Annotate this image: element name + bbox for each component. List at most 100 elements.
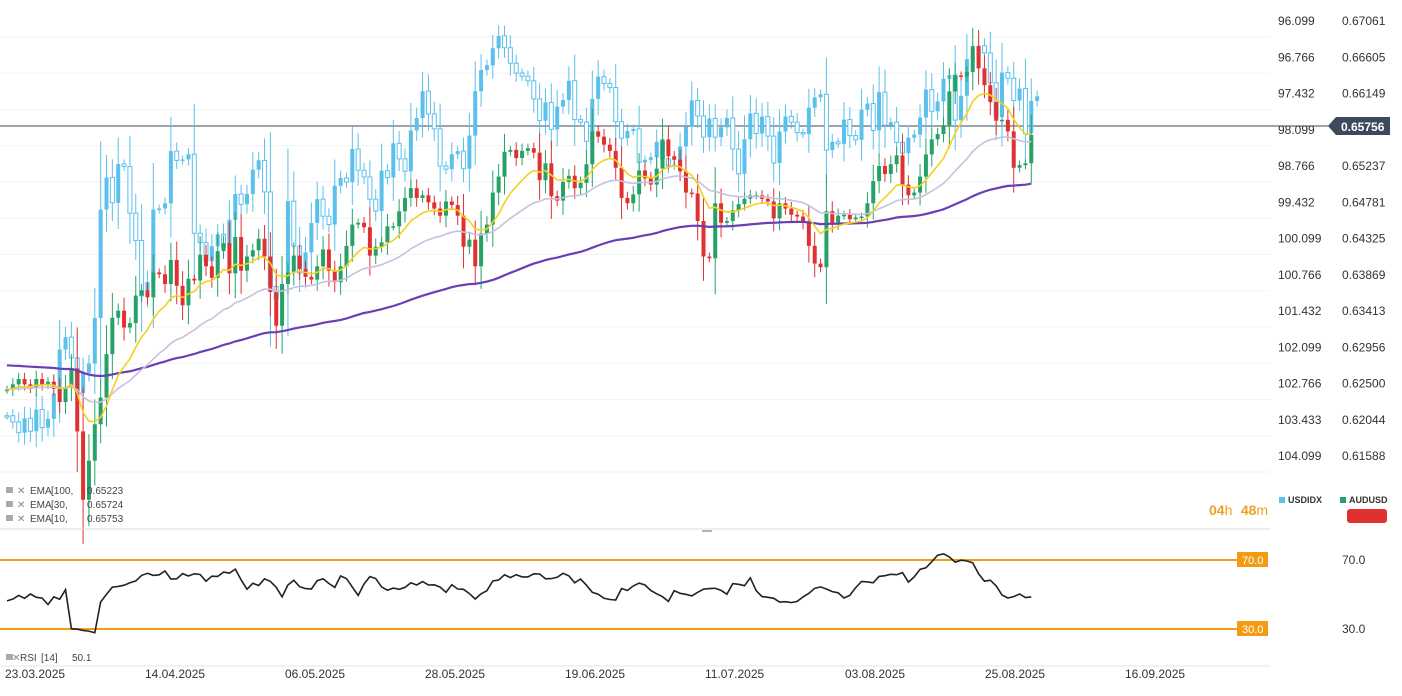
usdidx-candle-body	[449, 154, 454, 170]
audusd-candle-body	[309, 276, 314, 280]
audusd-candle-body	[63, 386, 68, 403]
menu-icon	[6, 487, 13, 493]
audusd-candle-body	[531, 148, 536, 153]
usdidx-candle-body	[104, 177, 109, 210]
audusd-candle-body	[168, 260, 173, 285]
usdidx-candle-body	[479, 69, 484, 92]
audusd-candle-body	[332, 270, 337, 283]
usdidx-candle-body	[338, 177, 343, 186]
usdidx-candle-body	[191, 153, 197, 234]
indicator-legend-name: EMA	[30, 514, 52, 525]
usdidx-candle-body	[507, 47, 513, 64]
usdidx-candle-body	[631, 128, 636, 131]
indicator-legend-row[interactable]: ✕ EMA [30, 0.65724	[6, 500, 124, 511]
indicator-legend-row[interactable]: ✕ EMA [10, 0.65753	[6, 514, 124, 525]
rsi-line	[6, 552, 1032, 634]
audusd-candle-body	[133, 295, 138, 324]
rsi-legend-value: 50.1	[72, 653, 92, 664]
usdidx-candle-body	[601, 76, 607, 84]
audusd-candle-body	[707, 256, 712, 259]
audusd-axis-tick: 0.65237	[1342, 159, 1386, 173]
audusd-candle-body	[894, 155, 899, 165]
usdidx-candle-body	[86, 363, 91, 373]
audusd-candle-body	[221, 243, 226, 252]
usdidx-candle-body	[437, 128, 443, 167]
audusd-candle-body	[918, 176, 923, 193]
audusd-axis-tick: 0.63869	[1342, 268, 1386, 282]
usdidx-axis-tick: 97.432	[1278, 87, 1315, 101]
audusd-candle-body	[678, 159, 683, 172]
usdidx-candle-body	[425, 90, 431, 115]
usdidx-axis-tick: 96.766	[1278, 50, 1315, 64]
audusd-candle-body	[57, 388, 62, 403]
audusd-candle-body	[853, 217, 858, 220]
usdidx-candle-body	[578, 119, 584, 123]
rsi-level-tag	[1237, 552, 1268, 567]
usdidx-candle-body	[748, 113, 753, 140]
audusd-candle-body	[362, 222, 367, 228]
audusd-candle-body	[736, 204, 741, 211]
usdidx-candle-body	[402, 158, 408, 172]
audusd-axis-tick: 0.67061	[1342, 14, 1386, 28]
usdidx-candle-body	[847, 119, 853, 137]
audusd-candle-body	[139, 290, 144, 296]
audusd-candle-body	[543, 163, 548, 181]
audusd-candle-body	[86, 460, 91, 500]
indicator-legend-params: [30,	[51, 500, 68, 511]
audusd-candle-body	[1017, 165, 1022, 168]
audusd-candle-body	[502, 151, 507, 177]
audusd-axis-tick: 0.62956	[1342, 340, 1386, 354]
audusd-candle-body	[432, 202, 437, 209]
usdidx-candle-body	[1017, 88, 1022, 101]
audusd-candle-body	[467, 239, 472, 247]
close-icon: ✕	[17, 514, 25, 525]
audusd-candle-body	[525, 148, 530, 151]
usdidx-candle-body	[127, 166, 133, 214]
usdidx-candle-body	[830, 141, 835, 151]
audusd-candle-body	[285, 272, 290, 285]
close-icon: ✕	[17, 486, 25, 497]
audusd-candle-body	[982, 68, 987, 86]
audusd-candle-body	[812, 245, 817, 264]
usdidx-axis-tick: 99.432	[1278, 195, 1315, 209]
usdidx-candle-body	[81, 372, 86, 393]
usdidx-candle-body	[350, 149, 355, 183]
audusd-candle-body	[110, 317, 115, 355]
usdidx-candle-body	[57, 349, 62, 394]
indicator-legend-value: 0.65724	[87, 500, 124, 511]
audusd-candle-body	[145, 290, 150, 298]
audusd-candle-body	[321, 249, 326, 267]
usdidx-candle-body	[818, 94, 823, 98]
indicator-legend-row[interactable]: ✕ EMA [100, 0.65223	[6, 486, 124, 497]
rsi-axis-tick: 70.0	[1342, 553, 1366, 567]
usdidx-candle-body	[163, 203, 168, 209]
usdidx-candle-body	[531, 80, 537, 100]
audusd-candle-body	[163, 274, 168, 285]
usdidx-candle-body	[613, 87, 619, 123]
usdidx-candle-body	[285, 201, 290, 284]
usdidx-candle-body	[823, 93, 829, 151]
audusd-candle-body	[192, 278, 197, 281]
date-tick: 11.07.2025	[705, 667, 764, 681]
audusd-candle-body	[520, 150, 525, 158]
audusd-candle-body	[642, 170, 647, 179]
audusd-candle-body	[268, 256, 273, 293]
usdidx-candle-body	[109, 176, 115, 204]
audusd-candle-body	[40, 378, 45, 385]
audusd-candle-body	[151, 272, 156, 298]
usdidx-candle-body	[719, 127, 724, 138]
usdidx-candle-body	[941, 78, 946, 102]
rsi-legend[interactable]: RSI [14] 50.1	[20, 653, 92, 664]
usdidx-candle-body	[583, 121, 589, 142]
audusd-candle-body	[420, 195, 425, 198]
usdidx-candle-body	[724, 118, 729, 128]
usdidx-candle-body	[27, 417, 33, 432]
audusd-candle-body	[1029, 134, 1034, 164]
usdidx-candle-body	[209, 246, 214, 262]
close-icon: ✕	[17, 500, 25, 511]
current-price-text: 0.65756	[1341, 120, 1385, 134]
audusd-candle-body	[865, 203, 870, 217]
usdidx-candle-body	[625, 130, 630, 139]
audusd-candle-body	[578, 182, 583, 189]
